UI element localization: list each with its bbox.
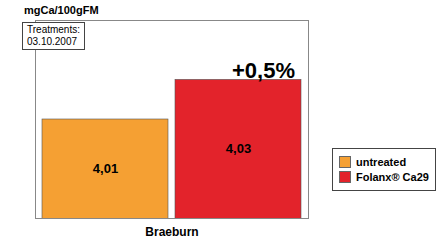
html-text:03.10.2007: 03.10.2007 [27, 36, 78, 47]
html-text:Treatments:: Treatments: [27, 24, 80, 35]
html-text:mgCa/100gFM: mgCa/100gFM [24, 4, 99, 16]
html-text:Folanx® Ca29: Folanx® Ca29 [356, 171, 429, 183]
html-text:untreated: untreated [356, 156, 407, 168]
svg-text:4,01: 4,01 [93, 161, 118, 176]
html-text:+0,5%: +0,5% [232, 58, 295, 83]
svg-text:4,03: 4,03 [226, 141, 251, 156]
svg-text:Braeburn: Braeburn [145, 225, 198, 239]
